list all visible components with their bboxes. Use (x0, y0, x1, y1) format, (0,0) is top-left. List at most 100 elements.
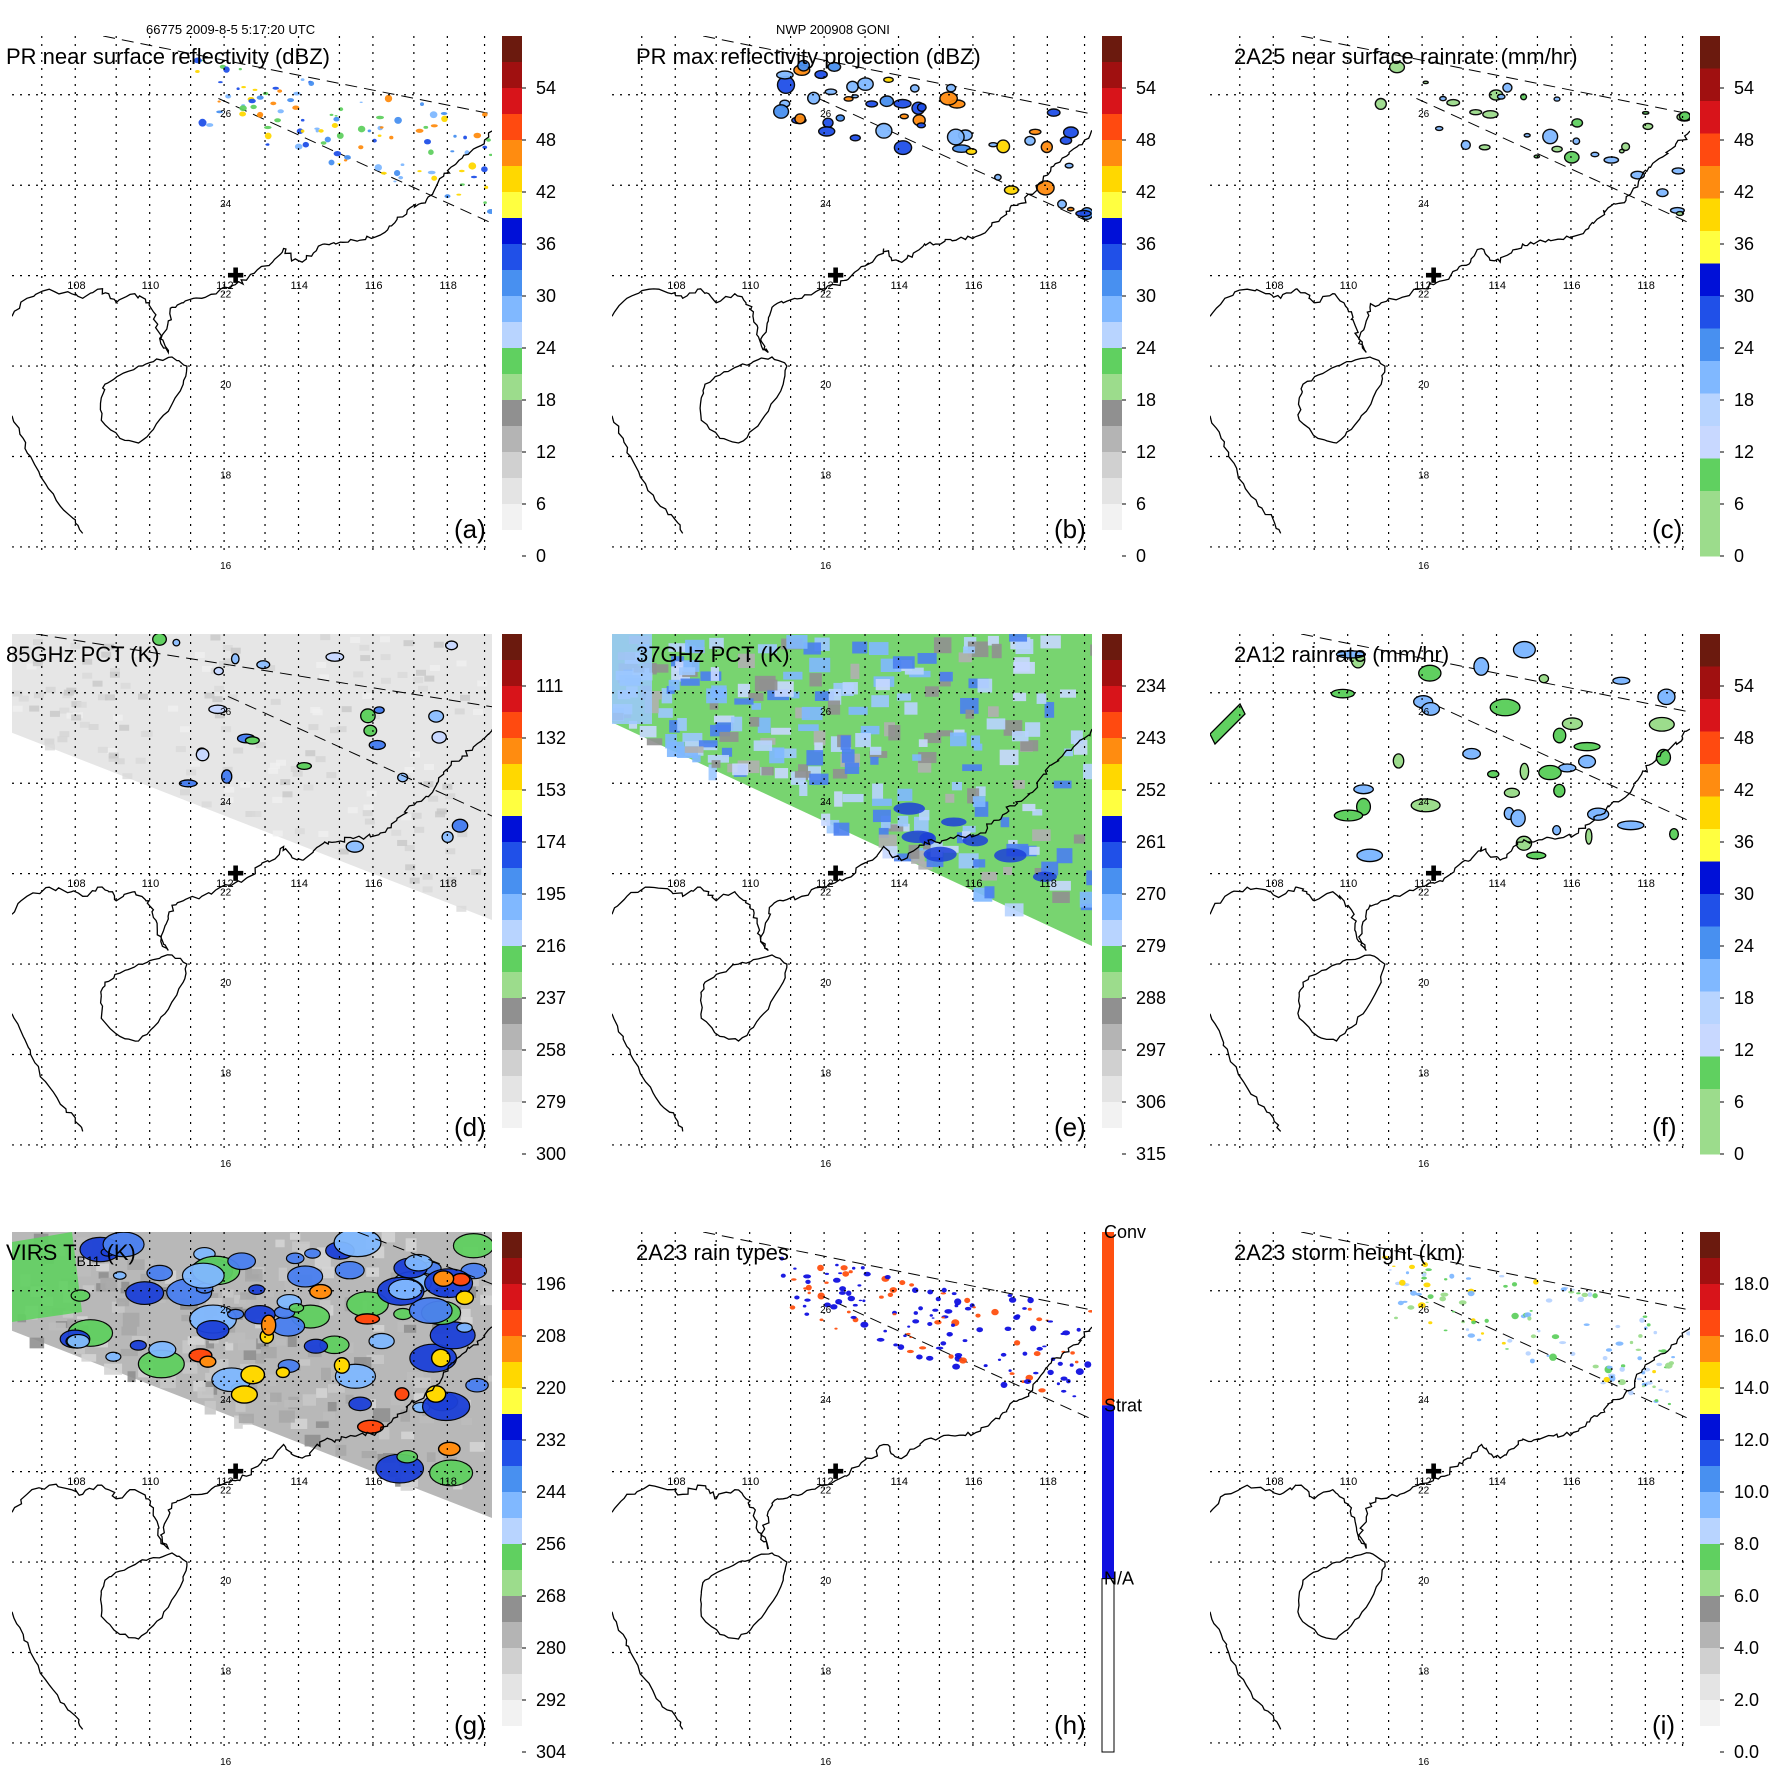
colorbar-segment (1102, 1076, 1122, 1103)
lat-tick-label: 24 (220, 797, 232, 808)
rain-cell (1469, 108, 1483, 116)
colorbar-segment (1102, 1024, 1122, 1051)
vietnam-coastline (12, 1013, 84, 1132)
lon-tick-label: 110 (142, 280, 160, 292)
lat-tick-label: 18 (820, 1069, 832, 1080)
lon-tick-label: 108 (667, 878, 685, 890)
pixel (168, 705, 179, 712)
hainan-coastline (99, 1552, 188, 1640)
pixel (933, 637, 952, 654)
rain-cell (1678, 111, 1690, 122)
rain-cell (1563, 150, 1580, 164)
rain-cell (779, 1256, 785, 1261)
swath-edge (818, 97, 1092, 224)
rain-cell (1480, 1332, 1485, 1335)
rain-cell (1015, 1314, 1021, 1319)
lat-tick-label: 26 (1418, 109, 1430, 120)
rain-cell (198, 118, 207, 127)
colorbar-segment (1102, 296, 1122, 323)
pixel (391, 829, 402, 836)
rain-cell (1489, 698, 1521, 717)
swath-edge (703, 1232, 1092, 1311)
rain-cell (1471, 1320, 1476, 1325)
rain-cell (1496, 93, 1506, 100)
pixel (130, 650, 141, 657)
pixel (326, 772, 337, 779)
pixel (76, 701, 87, 708)
cloud-cell (288, 1302, 305, 1313)
colorbar-segment (1700, 231, 1720, 264)
lat-tick-label: 16 (820, 561, 832, 572)
colorbar-segment (1700, 1700, 1720, 1727)
pixel (973, 859, 986, 868)
pixel (212, 696, 223, 703)
rain-cell (954, 1304, 959, 1308)
rain-cell (431, 175, 438, 181)
pixel (235, 1400, 246, 1412)
lon-tick-label: 110 (1340, 280, 1358, 292)
pixel (29, 1337, 45, 1349)
rain-cell (343, 159, 348, 162)
colorbar-segment (1700, 1258, 1720, 1285)
colorbar-label: 232 (536, 1430, 566, 1450)
pixel (223, 796, 234, 803)
rain-cell (420, 102, 424, 106)
cloud-cell (112, 1271, 127, 1280)
rain-cell (897, 1344, 905, 1350)
pixel (341, 706, 352, 713)
rain-cell (1642, 122, 1654, 131)
rain-cell (463, 135, 467, 140)
pixel (692, 754, 701, 763)
pixel (239, 1298, 251, 1307)
colorbar-label: 48 (1136, 130, 1156, 150)
rain-cell (994, 848, 1027, 863)
colorbar-segment (502, 1518, 522, 1545)
colorbar-segment (1700, 36, 1720, 69)
colorbar-label: 24 (1734, 936, 1754, 956)
pixel (284, 1399, 302, 1408)
rain-cell (819, 1318, 824, 1322)
colorbar-segment (502, 1050, 522, 1077)
rain-cell (216, 110, 224, 114)
panel-c: ✚ 26 24 22 20 18 16 108 110 112 114 116 118 2A25 near… (1210, 36, 1754, 572)
cloud-cell (387, 1278, 423, 1301)
colorbar-label: 268 (536, 1586, 566, 1606)
pixel (684, 746, 704, 753)
lat-tick-label: 26 (1418, 707, 1430, 718)
rain-cell (441, 830, 454, 844)
rain-cell (206, 123, 214, 127)
rain-cell (838, 1291, 846, 1295)
pixel (303, 784, 314, 791)
pixel (224, 786, 235, 793)
cloud-cell (146, 1264, 173, 1282)
hainan-coastline (699, 954, 788, 1042)
colorbar-label: 18.0 (1734, 1274, 1769, 1294)
colorbar-label: 48 (1734, 728, 1754, 748)
panel-label: (i) (1652, 1710, 1675, 1740)
hainan-coastline (699, 356, 788, 444)
lat-tick-label: 24 (820, 797, 832, 808)
colorbar-label: 48 (536, 130, 556, 150)
hainan-coastline (1297, 954, 1386, 1042)
map-content (612, 1232, 1092, 1752)
pixel (270, 698, 281, 705)
colorbar-label: 220 (536, 1378, 566, 1398)
rain-cell (1525, 1351, 1531, 1356)
rain-cell (1060, 1376, 1068, 1381)
rain-cell (1510, 809, 1526, 828)
lon-tick-label: 112 (216, 280, 234, 292)
pixel (347, 807, 358, 814)
rain-cell (415, 128, 424, 133)
pixel (122, 1312, 140, 1327)
rain-cell (1603, 1376, 1610, 1383)
colorbar-label: 42 (1734, 780, 1754, 800)
colorbar-segment (1102, 634, 1122, 661)
storm-center-marker: ✚ (827, 266, 844, 288)
header-left: 66775 2009-8-5 5:17:20 UTC (146, 22, 316, 37)
panel-d: ✚ 26 24 22 20 18 16 108 110 112 114 116 118 85GHz PCT… (6, 634, 566, 1170)
pixel (844, 762, 860, 774)
pixel (32, 639, 43, 646)
panel-f: ✚ 26 24 22 20 18 16 108 110 112 114 116 118 2A12 rain… (1210, 634, 1754, 1170)
pixel (1086, 870, 1092, 886)
pixel (757, 644, 777, 654)
